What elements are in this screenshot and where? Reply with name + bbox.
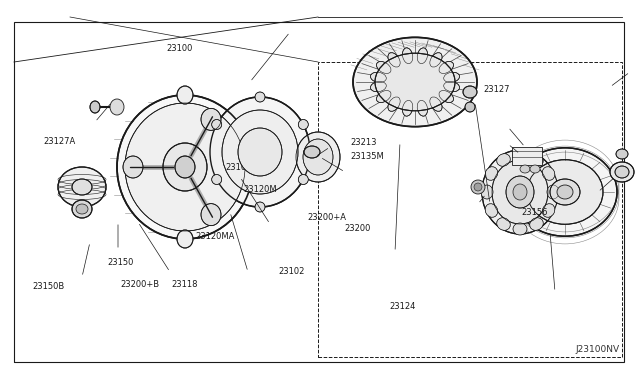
Ellipse shape [557, 185, 573, 199]
Ellipse shape [175, 156, 195, 178]
Ellipse shape [439, 61, 454, 74]
Ellipse shape [417, 100, 428, 116]
Ellipse shape [610, 162, 634, 182]
Ellipse shape [465, 102, 475, 112]
Ellipse shape [506, 176, 534, 208]
Ellipse shape [298, 174, 308, 185]
Ellipse shape [210, 97, 310, 207]
Ellipse shape [403, 48, 413, 64]
Ellipse shape [72, 200, 92, 218]
Ellipse shape [615, 166, 629, 178]
Ellipse shape [388, 53, 400, 67]
Text: 23156: 23156 [522, 208, 548, 217]
Ellipse shape [212, 174, 221, 185]
Ellipse shape [530, 218, 543, 230]
Ellipse shape [117, 95, 253, 239]
Text: 23150: 23150 [108, 258, 134, 267]
Ellipse shape [547, 185, 559, 199]
Text: 23127: 23127 [483, 85, 509, 94]
Ellipse shape [444, 72, 460, 83]
Ellipse shape [371, 81, 387, 92]
Bar [512, 147, 542, 165]
Ellipse shape [463, 86, 477, 98]
Ellipse shape [550, 179, 580, 205]
Text: 23120M: 23120M [243, 185, 277, 194]
Ellipse shape [201, 203, 221, 226]
Ellipse shape [375, 53, 455, 111]
Text: 23120MA: 23120MA [195, 232, 235, 241]
Ellipse shape [123, 156, 143, 178]
Ellipse shape [201, 108, 221, 130]
Ellipse shape [482, 150, 558, 234]
Ellipse shape [444, 81, 460, 92]
Text: 23200: 23200 [344, 224, 371, 233]
Ellipse shape [520, 165, 530, 173]
Text: 23100: 23100 [166, 44, 193, 53]
Text: 23102: 23102 [278, 267, 305, 276]
Text: J23100NV: J23100NV [576, 345, 620, 354]
Bar [318, 62, 622, 357]
Ellipse shape [90, 101, 100, 113]
Text: 23109: 23109 [225, 163, 252, 172]
Ellipse shape [353, 37, 477, 126]
Ellipse shape [388, 97, 400, 111]
Text: 23200+B: 23200+B [120, 280, 159, 289]
Ellipse shape [403, 100, 413, 116]
Ellipse shape [497, 154, 510, 166]
Ellipse shape [497, 218, 510, 230]
Ellipse shape [296, 132, 340, 182]
Ellipse shape [304, 146, 320, 158]
Ellipse shape [513, 184, 527, 200]
Ellipse shape [303, 139, 333, 175]
Ellipse shape [238, 128, 282, 176]
Ellipse shape [430, 53, 442, 67]
Ellipse shape [417, 48, 428, 64]
Ellipse shape [542, 167, 555, 180]
Ellipse shape [255, 92, 265, 102]
Ellipse shape [376, 90, 391, 103]
Text: 23124: 23124 [389, 302, 415, 311]
Ellipse shape [376, 61, 391, 74]
Ellipse shape [163, 143, 207, 191]
Ellipse shape [513, 223, 527, 235]
Ellipse shape [125, 103, 245, 231]
Ellipse shape [430, 97, 442, 111]
Text: 23150B: 23150B [32, 282, 64, 291]
Ellipse shape [530, 165, 540, 173]
Ellipse shape [492, 160, 548, 224]
Text: 23213: 23213 [351, 138, 377, 147]
Ellipse shape [485, 204, 498, 217]
Ellipse shape [110, 99, 124, 115]
Ellipse shape [481, 185, 493, 199]
Text: 23135M: 23135M [351, 153, 385, 161]
Text: 23118: 23118 [172, 280, 198, 289]
Ellipse shape [76, 204, 88, 214]
Ellipse shape [474, 183, 482, 191]
Ellipse shape [439, 90, 454, 103]
Ellipse shape [542, 204, 555, 217]
Ellipse shape [177, 86, 193, 104]
Ellipse shape [527, 160, 603, 224]
Text: 23127A: 23127A [44, 137, 76, 146]
Ellipse shape [471, 180, 485, 194]
Ellipse shape [255, 202, 265, 212]
Ellipse shape [371, 72, 387, 83]
Text: 23200+A: 23200+A [307, 213, 346, 222]
Ellipse shape [72, 179, 92, 195]
Ellipse shape [222, 110, 298, 194]
Ellipse shape [530, 154, 543, 166]
Ellipse shape [513, 148, 617, 236]
Ellipse shape [212, 119, 221, 129]
Ellipse shape [513, 149, 527, 161]
Ellipse shape [616, 149, 628, 159]
Ellipse shape [485, 167, 498, 180]
Ellipse shape [58, 167, 106, 207]
Ellipse shape [298, 119, 308, 129]
Ellipse shape [177, 230, 193, 248]
